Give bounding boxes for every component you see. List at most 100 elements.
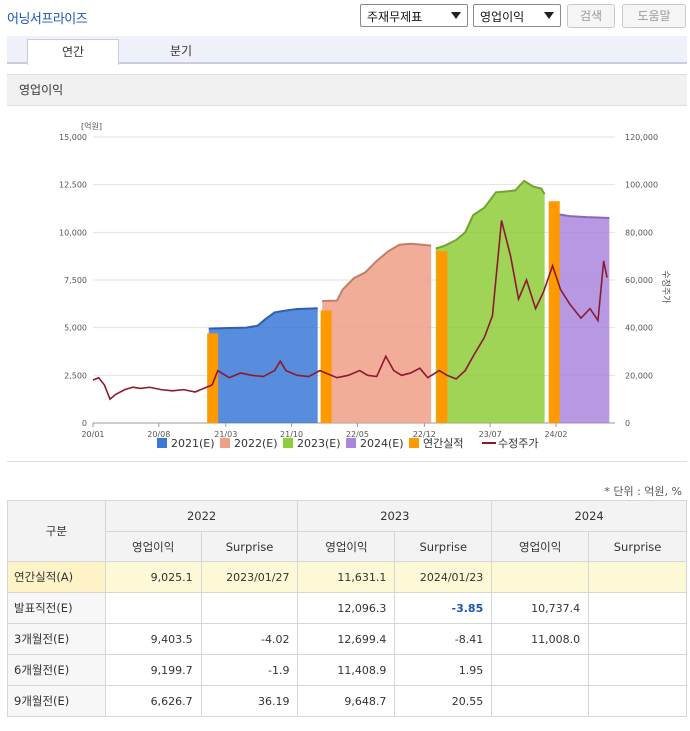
metric-select[interactable]: 영업이익 [473, 4, 561, 27]
column-header: 영업이익 [104, 531, 202, 562]
tab-annual[interactable]: 연간 [27, 39, 119, 65]
column-header: Surprise [394, 531, 493, 562]
table-row: 3개월전(E) 9,403.5 -4.02 12,699.4 -8.41 11,008.0 [7, 623, 687, 655]
earnings-chart-svg: 0 2,500 5,000 7,500 10,000 12,500 15,000 0 20,00… [59, 121, 671, 450]
top-bar: 어닝서프라이즈 주재무제표 영업이익 검색 도움말 [0, 0, 690, 34]
x-tick-label: 22/05 [346, 430, 369, 439]
app-title: 어닝서프라이즈 [7, 12, 88, 27]
help-button[interactable]: 도움말 [622, 4, 686, 28]
column-header: Surprise [200, 531, 299, 562]
estimate-line-2022(E) [322, 242, 432, 302]
chevron-down-icon [544, 12, 554, 19]
y-tick-label: 15,000 [59, 133, 87, 142]
table-cell: 1.95 [394, 654, 493, 686]
table-row: 9개월전(E) 6,626.7 36.19 9,648.7 20.55 [7, 685, 687, 717]
y-tick-label: 2,500 [64, 371, 87, 380]
search-button[interactable]: 검색 [567, 4, 615, 28]
column-header: 영업이익 [491, 531, 590, 562]
table-cell: 9,648.7 [297, 685, 396, 717]
x-tick-label: 23/07 [479, 430, 502, 439]
period-tabs: 연간 분기 [7, 36, 687, 65]
unit-note: * 단위 : 억원, % [604, 485, 682, 498]
earnings-chart: 0 2,500 5,000 7,500 10,000 12,500 15,000 0 20,00… [7, 107, 687, 462]
panel-title: 영업이익 [7, 74, 687, 106]
table-cell: 2023/01/27 [200, 561, 299, 593]
table-cell: -8.41 [394, 623, 493, 655]
y-tick-label: 5,000 [64, 324, 87, 333]
y-axis-unit: [억원] [81, 121, 102, 131]
estimate-area-2022(E) [322, 243, 432, 423]
row-label: 발표직전(E) [7, 592, 106, 624]
price-line [92, 220, 608, 401]
actual-bar [207, 333, 219, 423]
chevron-down-icon [451, 12, 461, 19]
y-tick-label: 7,500 [64, 276, 87, 285]
legend-swatch [220, 438, 230, 448]
statement-type-value: 주재무제표 [367, 10, 423, 24]
row-header-label: 구분 [7, 500, 106, 562]
table-row: 연간실적(A) 9,025.1 2023/01/27 11,631.1 2024/01/… [7, 561, 687, 593]
year-header: 2024 [491, 500, 687, 532]
y2-tick-label: 80,000 [625, 228, 653, 237]
y-tick-label: 10,000 [59, 228, 87, 237]
table-cell [588, 654, 687, 686]
column-header: 영업이익 [297, 531, 396, 562]
x-tick-label: 21/10 [280, 430, 303, 439]
y2-tick-label: 100,000 [625, 181, 658, 190]
legend-swatch [346, 438, 356, 448]
earnings-table: 구분 2022 2023 2024 영업이익 Surprise 영업이익 Sur… [7, 500, 687, 717]
row-label: 9개월전(E) [7, 685, 106, 717]
legend-label: 2024(E) [360, 437, 404, 450]
row-label: 연간실적(A) [7, 561, 106, 593]
table-cell: 20.55 [394, 685, 493, 717]
x-tick-label: 22/12 [413, 430, 436, 439]
y-tick-label: 12,500 [59, 181, 87, 190]
legend-swatch [157, 438, 167, 448]
table-cell [588, 561, 687, 593]
legend-swatch [283, 438, 293, 448]
year-header: 2023 [297, 500, 493, 532]
table-cell [491, 654, 590, 686]
statement-type-select[interactable]: 주재무제표 [360, 4, 468, 27]
column-header: Surprise [588, 531, 687, 562]
table-cell [588, 592, 687, 624]
table-cell [491, 685, 590, 717]
table-cell: 12,096.3 [297, 592, 396, 624]
table-cell: 11,408.9 [297, 654, 396, 686]
y2-tick-label: 40,000 [625, 324, 653, 333]
legend-label: 2022(E) [234, 437, 278, 450]
table-cell: 11,631.1 [297, 561, 396, 593]
metric-value: 영업이익 [480, 10, 525, 24]
year-header: 2022 [104, 500, 299, 532]
legend-label: 연간실적 [423, 437, 463, 450]
actual-bar [548, 201, 560, 423]
estimate-line-2021(E) [208, 307, 318, 330]
y2-tick-label: 20,000 [625, 371, 653, 380]
table-cell [200, 592, 299, 624]
table-cell: -4.02 [200, 623, 299, 655]
table-cell: 2024/01/23 [394, 561, 493, 593]
table-cell: -3.85 [394, 592, 493, 624]
table-cell: 10,737.4 [491, 592, 590, 624]
table-cell: 9,403.5 [104, 623, 202, 655]
table-cell: 11,008.0 [491, 623, 590, 655]
table-row: 6개월전(E) 9,199.7 -1.9 11,408.9 1.95 [7, 654, 687, 686]
table-cell: -1.9 [200, 654, 299, 686]
estimate-area-2023(E) [435, 180, 545, 423]
table-cell: 36.19 [200, 685, 299, 717]
table-cell [588, 685, 687, 717]
actual-bar [436, 250, 448, 423]
estimate-area-2021(E) [208, 308, 318, 423]
row-label: 3개월전(E) [7, 623, 106, 655]
x-tick-label: 20/01 [81, 430, 104, 439]
table-cell [104, 592, 202, 624]
y2-axis-label: 수정주가 [660, 270, 671, 303]
x-tick-label: 24/02 [544, 430, 567, 439]
tab-quarterly[interactable]: 분기 [169, 44, 193, 58]
y2-tick-label: 0 [625, 419, 630, 428]
table-cell [588, 623, 687, 655]
table-cell: 12,699.4 [297, 623, 396, 655]
table-cell: 9,199.7 [104, 654, 202, 686]
legend-label: 2023(E) [297, 437, 341, 450]
y2-tick-label: 60,000 [625, 276, 653, 285]
